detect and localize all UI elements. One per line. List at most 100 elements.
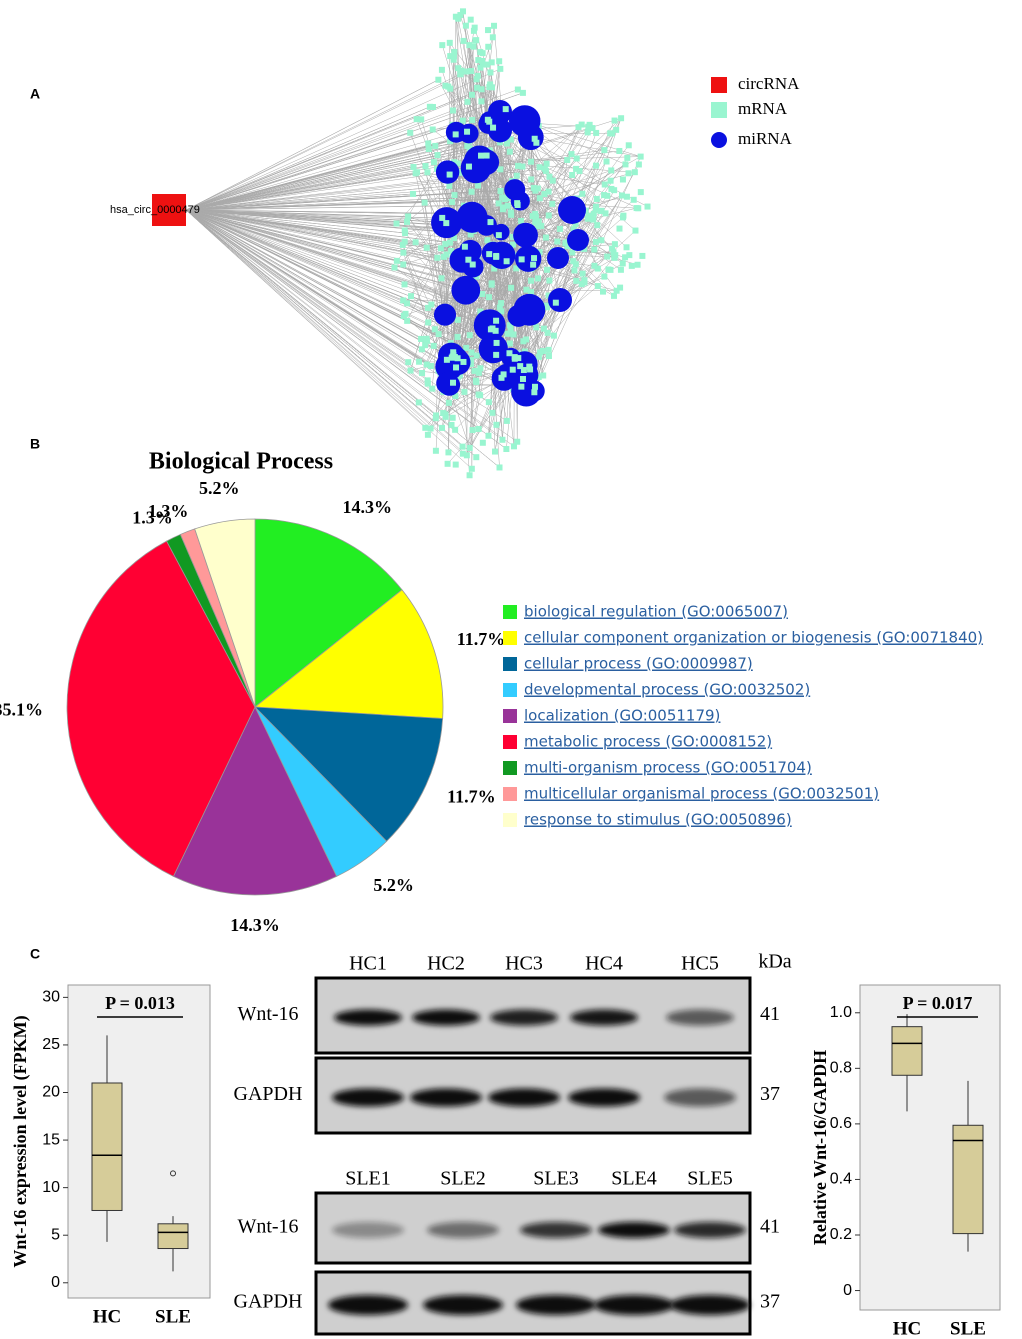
mrna-node — [414, 169, 421, 176]
value-label: 5.2% — [373, 875, 414, 895]
mrna-node — [594, 222, 601, 229]
mrna-node — [452, 131, 459, 138]
mrna-node — [444, 460, 451, 467]
outlier — [170, 1170, 176, 1177]
mrna-node — [468, 465, 475, 472]
lane-label: SLE2 — [440, 1168, 486, 1190]
mrna-node — [399, 241, 406, 248]
mrna-node — [506, 322, 513, 329]
mrna-node — [569, 171, 576, 178]
mrna-node — [589, 125, 596, 132]
mrna-node — [618, 192, 625, 199]
network-edge — [185, 209, 409, 217]
mrna-node — [536, 195, 543, 202]
y-tick-label: 0.2 — [830, 1226, 852, 1243]
y-tick-label: 1.0 — [830, 1004, 852, 1021]
mrna-node — [446, 182, 453, 189]
mrna-node — [510, 331, 517, 338]
mrna-node — [584, 215, 591, 222]
mrna-node — [480, 61, 487, 68]
mrna-node — [534, 223, 541, 230]
mrna-node — [592, 162, 599, 169]
network-edge — [451, 16, 457, 356]
blot-band — [674, 1222, 746, 1238]
mrna-node — [507, 136, 514, 143]
network-edge — [185, 209, 431, 429]
mrna-node — [446, 39, 453, 46]
network-edge — [185, 209, 471, 235]
y-tick-label: 0 — [51, 1274, 60, 1291]
mrna-node — [393, 257, 400, 264]
mrna-node — [425, 145, 432, 152]
mrna-node — [513, 265, 520, 272]
blot-band — [594, 1295, 674, 1315]
lane-label: HC2 — [427, 953, 465, 975]
legend-swatch — [503, 631, 517, 645]
mrna-node — [451, 192, 458, 199]
network-edge — [185, 209, 408, 223]
mrna-node — [465, 256, 472, 263]
mrna-node — [425, 304, 432, 311]
network-edge — [432, 129, 579, 241]
legend-swatch — [711, 77, 727, 93]
mrna-node — [619, 176, 626, 183]
legend-swatch — [503, 787, 517, 801]
mrna-node — [429, 126, 436, 133]
mrna-node — [446, 239, 453, 246]
mrna-node — [613, 126, 620, 133]
mrna-node — [468, 349, 475, 356]
mrna-node — [493, 253, 500, 260]
mrna-node — [463, 344, 470, 351]
network-edge — [499, 130, 627, 248]
mrna-node — [513, 172, 520, 179]
mrna-node — [591, 262, 598, 269]
mrna-node — [449, 414, 456, 421]
network-edge — [185, 209, 436, 419]
mrna-node — [536, 164, 543, 171]
mrna-node — [447, 53, 454, 60]
mrna-node — [422, 424, 429, 431]
y-tick-label: 10 — [42, 1179, 60, 1196]
value-label: 14.3% — [230, 915, 280, 935]
mrna-node — [429, 104, 436, 111]
mrna-node — [475, 391, 482, 398]
y-tick-label: 0 — [843, 1282, 852, 1299]
mrna-node — [616, 147, 623, 154]
panel-label: A — [30, 86, 40, 102]
mrna-node — [573, 165, 580, 172]
legend-label: miRNA — [738, 129, 793, 148]
mrna-node — [508, 211, 515, 218]
mrna-node — [424, 380, 431, 387]
mrna-node — [593, 195, 600, 202]
mrna-node — [419, 370, 426, 377]
mrna-node — [504, 202, 511, 209]
mrna-node — [528, 176, 535, 183]
network-edge — [425, 166, 446, 315]
mrna-node — [440, 253, 447, 260]
mrna-node — [644, 203, 651, 210]
network-edge — [454, 199, 577, 361]
mrna-node — [600, 288, 607, 295]
mrna-node — [496, 464, 503, 471]
mrna-node — [520, 338, 527, 345]
network-edge — [185, 209, 453, 418]
mrna-node — [450, 379, 457, 386]
box — [952, 1124, 984, 1235]
mrna-node — [488, 59, 495, 66]
mrna-node — [531, 255, 538, 262]
mrna-node — [448, 421, 455, 428]
blot-band — [570, 1009, 638, 1026]
mrna-node — [400, 297, 407, 304]
mrna-node — [570, 226, 577, 233]
network-edge — [185, 209, 438, 220]
network-edge — [185, 209, 438, 259]
legend-label: multicellular organismal process (GO:003… — [524, 785, 879, 803]
mrna-node — [608, 185, 615, 192]
mrna-node — [519, 163, 526, 170]
mrna-node — [554, 238, 561, 245]
mrna-node — [450, 56, 457, 63]
mrna-node — [578, 121, 585, 128]
mrna-node — [485, 43, 492, 50]
network-edge — [185, 209, 500, 468]
panel-label: C — [30, 946, 40, 962]
